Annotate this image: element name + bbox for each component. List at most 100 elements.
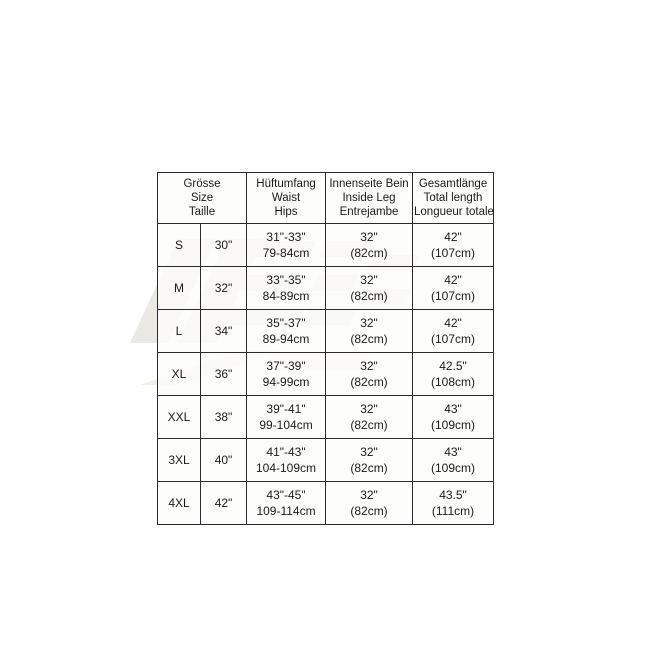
cell-inside-leg: 32" (82cm): [325, 309, 414, 353]
hips-inches: 43"-45": [266, 487, 306, 502]
hips-cm: 79-84cm: [262, 245, 310, 260]
cell-total-length: 43" (109cm): [412, 395, 495, 439]
table-body: S 30" 31"-33" 79-84cm 32" (82cm) 42" (10…: [157, 223, 495, 525]
header-cell-inside-leg: Innenseite Bein Inside Leg Entrejambe: [325, 172, 414, 224]
hips-cm: 104-109cm: [255, 460, 317, 475]
cell-waist: 38": [199, 395, 248, 439]
length-cm: (108cm): [431, 374, 476, 389]
table-header: Grösse Size Taille Hüftumfang Waist Hips…: [156, 172, 495, 224]
hips-cm: 94-99cm: [262, 374, 310, 389]
table-row: XL 36" 37"-39" 94-99cm 32" (82cm) 42.5" …: [157, 352, 495, 396]
length-cm: (109cm): [431, 460, 476, 475]
hips-cm: 84-89cm: [262, 288, 310, 303]
length-cm: (111cm): [431, 503, 475, 518]
cell-total-length: 42.5" (108cm): [412, 352, 495, 396]
hips-cm: 109-114cm: [256, 503, 316, 518]
header-line-en: Inside Leg: [342, 191, 396, 204]
leg-inches: 32": [360, 444, 378, 459]
cell-total-length: 42" (107cm): [412, 223, 495, 267]
header-row: Grösse Size Taille Hüftumfang Waist Hips…: [156, 172, 495, 224]
cell-size: M: [157, 266, 201, 310]
header-line-en: Waist: [271, 191, 301, 204]
hips-inches: 31"-33": [266, 229, 306, 244]
length-cm: (107cm): [431, 331, 476, 346]
header-line-de: Gesamtlänge: [418, 177, 488, 190]
length-inches: 42": [444, 229, 462, 244]
cell-size: XXL: [157, 395, 201, 439]
hips-cm: 89-94cm: [262, 331, 310, 346]
cell-size: 4XL: [157, 481, 201, 525]
table-row: 4XL 42" 43"-45" 109-114cm 32" (82cm) 43.…: [157, 481, 495, 525]
cell-size: 3XL: [157, 438, 201, 482]
leg-inches: 32": [360, 487, 378, 502]
hips-inches: 39"-41": [266, 401, 306, 416]
cell-hips: 43"-45" 109-114cm: [246, 481, 327, 525]
cell-waist: 30": [199, 223, 248, 267]
header-cell-total-length: Gesamtlänge Total length Longueur totale: [412, 172, 495, 224]
leg-inches: 32": [360, 358, 378, 373]
cell-hips: 31"-33" 79-84cm: [246, 223, 327, 267]
header-line-fr: Taille: [188, 206, 216, 218]
length-inches: 42": [444, 315, 462, 330]
cell-size: XL: [157, 352, 201, 396]
length-inches: 42.5": [439, 358, 467, 373]
leg-cm: (82cm): [350, 245, 388, 260]
cell-waist: 40": [199, 438, 248, 482]
header-line-de: Innenseite Bein: [329, 177, 409, 190]
cell-hips: 41"-43" 104-109cm: [246, 438, 327, 482]
table-row: M 32" 33"-35" 84-89cm 32" (82cm) 42" (10…: [157, 266, 495, 310]
table-row: S 30" 31"-33" 79-84cm 32" (82cm) 42" (10…: [157, 223, 495, 267]
header-cell-hips: Hüftumfang Waist Hips: [246, 172, 327, 224]
header-line-en: Total length: [423, 191, 483, 204]
hips-inches: 33"-35": [266, 272, 306, 287]
header-line-fr: Hips: [274, 206, 298, 218]
leg-inches: 32": [360, 401, 378, 416]
hips-cm: 99-104cm: [259, 417, 313, 432]
length-cm: (107cm): [431, 288, 476, 303]
leg-cm: (82cm): [350, 288, 388, 303]
cell-waist: 36": [199, 352, 248, 396]
header-line-en: Size: [190, 191, 214, 204]
cell-inside-leg: 32" (82cm): [325, 395, 414, 439]
cell-inside-leg: 32" (82cm): [325, 223, 414, 267]
cell-hips: 35"-37" 89-94cm: [246, 309, 327, 353]
table-row: 3XL 40" 41"-43" 104-109cm 32" (82cm) 43"…: [157, 438, 495, 482]
table-row: XXL 38" 39"-41" 99-104cm 32" (82cm) 43" …: [157, 395, 495, 439]
cell-waist: 34": [199, 309, 248, 353]
cell-waist: 42": [199, 481, 248, 525]
header-line-fr: Entrejambe: [339, 206, 399, 218]
cell-hips: 39"-41" 99-104cm: [246, 395, 327, 439]
header-line-de: Hüftumfang: [256, 177, 316, 190]
hips-inches: 37"-39": [266, 358, 306, 373]
cell-size: S: [157, 223, 201, 267]
leg-inches: 32": [360, 272, 378, 287]
cell-hips: 37"-39" 94-99cm: [246, 352, 327, 396]
length-cm: (109cm): [431, 417, 476, 432]
header-cell-size: Grösse Size Taille: [156, 172, 248, 224]
header-line-de: Grösse: [183, 177, 221, 190]
header-line-fr: Longueur totale: [414, 206, 494, 218]
cell-inside-leg: 32" (82cm): [325, 481, 414, 525]
length-inches: 43.5": [439, 487, 467, 502]
leg-cm: (82cm): [350, 503, 388, 518]
length-inches: 43": [444, 401, 462, 416]
leg-cm: (82cm): [350, 331, 388, 346]
cell-size: L: [157, 309, 201, 353]
hips-inches: 41"-43": [266, 444, 306, 459]
cell-total-length: 42" (107cm): [412, 266, 495, 310]
leg-inches: 32": [360, 315, 378, 330]
cell-inside-leg: 32" (82cm): [325, 438, 414, 482]
size-chart-table: Grösse Size Taille Hüftumfang Waist Hips…: [156, 172, 495, 525]
table-row: L 34" 35"-37" 89-94cm 32" (82cm) 42" (10…: [157, 309, 495, 353]
length-inches: 42": [444, 272, 462, 287]
leg-inches: 32": [360, 229, 378, 244]
cell-waist: 32": [199, 266, 248, 310]
cell-inside-leg: 32" (82cm): [325, 352, 414, 396]
cell-total-length: 43.5" (111cm): [412, 481, 495, 525]
leg-cm: (82cm): [350, 460, 388, 475]
cell-inside-leg: 32" (82cm): [325, 266, 414, 310]
length-inches: 43": [444, 444, 462, 459]
cell-total-length: 42" (107cm): [412, 309, 495, 353]
leg-cm: (82cm): [350, 374, 388, 389]
